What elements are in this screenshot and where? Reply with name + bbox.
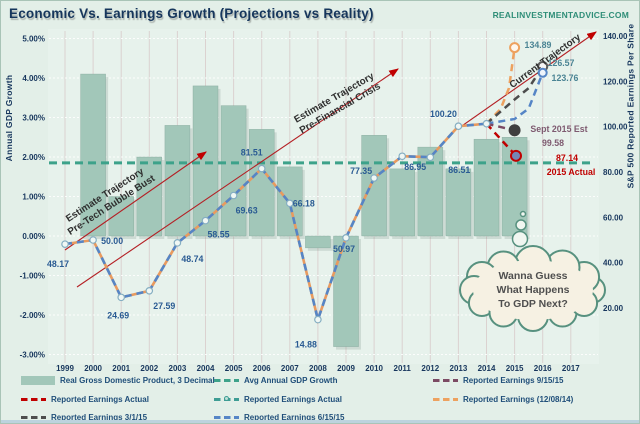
svg-text:120.00: 120.00 [603, 77, 628, 86]
svg-text:60.00: 60.00 [603, 213, 624, 222]
svg-text:2016: 2016 [534, 364, 552, 373]
svg-text:2014: 2014 [478, 364, 496, 373]
svg-text:2003: 2003 [169, 364, 187, 373]
svg-text:80.00: 80.00 [603, 168, 624, 177]
svg-text:2.00%: 2.00% [22, 153, 45, 162]
bottom-border [1, 420, 639, 423]
svg-text:3.00%: 3.00% [22, 114, 45, 123]
axis-tick-labels: 5.00% 4.00% 3.00% 2.00% 1.00% 0.00% -1.00% -2.0… [20, 32, 628, 373]
svg-text:48.74: 48.74 [181, 254, 203, 264]
svg-text:2005: 2005 [225, 364, 243, 373]
source-site-label: REALINVESTMENTADVICE.COM [492, 10, 629, 20]
svg-text:86.51: 86.51 [448, 165, 470, 175]
svg-text:24.69: 24.69 [107, 310, 129, 320]
svg-text:0.00%: 0.00% [22, 232, 45, 241]
svg-text:126.57: 126.57 [548, 58, 575, 68]
gdp-bars [80, 73, 530, 350]
svg-text:2013: 2013 [450, 364, 468, 373]
svg-text:2015: 2015 [506, 364, 524, 373]
svg-text:100.00: 100.00 [603, 123, 628, 132]
svg-text:14.88: 14.88 [295, 340, 317, 350]
svg-text:99.58: 99.58 [542, 138, 564, 148]
svg-text:2009: 2009 [337, 364, 355, 373]
svg-text:2006: 2006 [253, 364, 271, 373]
svg-text:87.14: 87.14 [556, 153, 578, 163]
svg-text:77.35: 77.35 [350, 166, 372, 176]
svg-text:123.76: 123.76 [552, 73, 579, 83]
chart-title: Economic Vs. Earnings Growth (Projection… [9, 6, 374, 21]
projection-lines [485, 42, 549, 162]
trajectory-arrows [64, 31, 597, 288]
svg-text:-1.00%: -1.00% [20, 272, 45, 281]
svg-text:2002: 2002 [140, 364, 158, 373]
earnings-history-line [64, 122, 487, 325]
svg-text:27.59: 27.59 [153, 301, 175, 311]
svg-text:To GDP Next?: To GDP Next? [498, 298, 568, 310]
thought-cloud: Wanna Guess What Happens To GDP Next? [459, 210, 606, 332]
svg-text:50.00: 50.00 [101, 236, 123, 246]
svg-text:4.00%: 4.00% [22, 74, 45, 83]
svg-text:-3.00%: -3.00% [20, 351, 45, 360]
svg-text:86.95: 86.95 [404, 162, 426, 172]
point-labels: 48.17 50.00 24.69 27.59 48.74 58.55 69.63 81.51… [47, 109, 470, 349]
svg-text:2001: 2001 [112, 364, 130, 373]
earnings-history-markers [61, 119, 491, 324]
svg-text:2008: 2008 [309, 364, 327, 373]
svg-text:2000: 2000 [84, 364, 102, 373]
svg-text:66.18: 66.18 [293, 198, 315, 208]
svg-text:2017: 2017 [562, 364, 580, 373]
svg-text:2004: 2004 [197, 364, 215, 373]
svg-text:Wanna Guess: Wanna Guess [498, 270, 567, 282]
svg-text:69.63: 69.63 [236, 206, 258, 216]
projection-labels: 134.89 126.57 123.76 Sept 2015 Est 99.58 87.1… [525, 40, 596, 177]
svg-text:50.97: 50.97 [333, 244, 355, 254]
svg-text:1.00%: 1.00% [22, 193, 45, 202]
svg-text:100.20: 100.20 [430, 109, 457, 119]
svg-text:81.51: 81.51 [241, 148, 263, 158]
svg-text:134.89: 134.89 [525, 40, 552, 50]
svg-text:48.17: 48.17 [47, 259, 69, 269]
svg-text:5.00%: 5.00% [22, 35, 45, 44]
svg-text:2011: 2011 [394, 364, 412, 373]
svg-text:2007: 2007 [281, 364, 299, 373]
svg-text:20.00: 20.00 [603, 304, 624, 313]
svg-text:58.55: 58.55 [207, 230, 229, 240]
svg-text:2015 Actual: 2015 Actual [547, 167, 596, 177]
svg-text:140.00: 140.00 [603, 32, 628, 41]
svg-text:40.00: 40.00 [603, 259, 624, 268]
svg-text:1999: 1999 [56, 364, 74, 373]
svg-text:-2.00%: -2.00% [20, 311, 45, 320]
svg-text:2012: 2012 [421, 364, 439, 373]
svg-text:Sept 2015 Est: Sept 2015 Est [530, 124, 587, 134]
svg-text:What Happens: What Happens [497, 284, 570, 296]
svg-text:2010: 2010 [365, 364, 383, 373]
